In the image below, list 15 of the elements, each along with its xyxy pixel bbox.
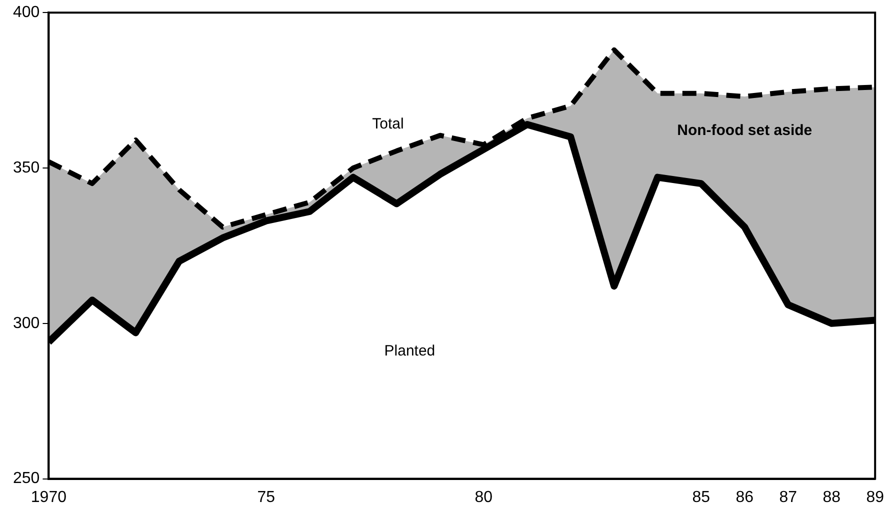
- y-tick-label: 400: [12, 4, 40, 22]
- x-tick-label: 85: [692, 488, 710, 506]
- x-tick-label: 87: [779, 488, 798, 506]
- annotation: Non-food set aside: [677, 122, 812, 139]
- x-tick-label: 75: [257, 488, 276, 506]
- x-tick-label: 80: [474, 488, 493, 506]
- y-tick-label: 250: [12, 470, 40, 488]
- x-tick-label: 88: [822, 488, 841, 506]
- annotation: Total: [372, 116, 404, 133]
- annotation: Planted: [384, 342, 436, 360]
- x-tick-label: 86: [736, 488, 754, 506]
- y-tick-label: 350: [12, 159, 40, 176]
- x-tick-label: 1970: [30, 488, 67, 506]
- x-tick-label: 89: [866, 488, 884, 506]
- y-tick-label: 300: [12, 314, 40, 332]
